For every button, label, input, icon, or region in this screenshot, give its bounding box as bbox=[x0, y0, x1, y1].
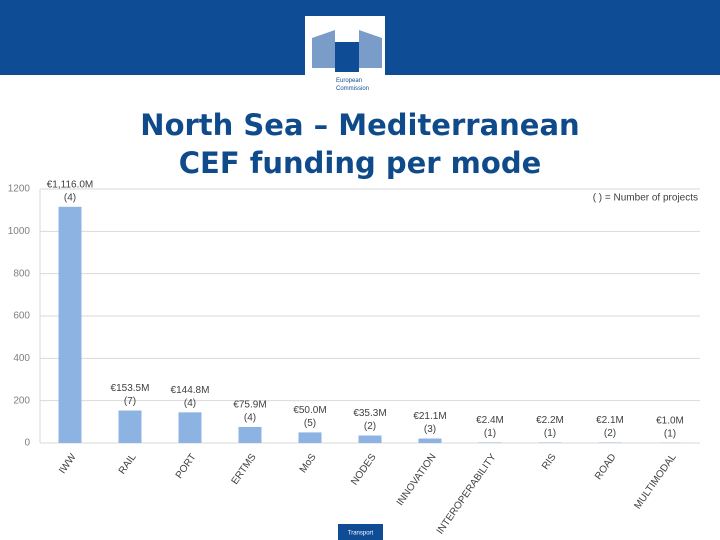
y-tick-label: 1000 bbox=[8, 226, 31, 237]
value-label: €35.3M bbox=[353, 408, 386, 419]
value-label: €144.8M bbox=[171, 385, 210, 396]
bar bbox=[238, 426, 262, 443]
y-tick-label: 0 bbox=[24, 438, 30, 449]
note: ( ) = Number of projects bbox=[593, 193, 698, 204]
logo-text: European bbox=[336, 78, 362, 84]
x-tick-label: INNOVATION bbox=[395, 452, 439, 508]
bar bbox=[118, 410, 142, 443]
value-label: €1.0M bbox=[656, 415, 684, 426]
logo-text: Commission bbox=[336, 86, 369, 92]
x-tick-label: ERTMS bbox=[230, 452, 259, 487]
bar bbox=[58, 206, 82, 443]
y-tick-label: 400 bbox=[13, 353, 30, 364]
project-label: (3) bbox=[424, 424, 436, 435]
bar bbox=[418, 438, 442, 443]
chart-title: North Sea – Mediterranean CEF funding pe… bbox=[140, 108, 580, 180]
x-tick-label: ROAD bbox=[593, 452, 619, 482]
y-tick-label: 800 bbox=[13, 268, 30, 279]
footer-box bbox=[338, 524, 383, 540]
value-label: €2.2M bbox=[536, 415, 564, 426]
y-tick-label: 600 bbox=[13, 311, 30, 322]
value-label: €1,116.0M bbox=[47, 179, 94, 190]
y-tick-label: 1200 bbox=[8, 184, 31, 195]
x-tick-label: INTEROPERABILITY bbox=[435, 452, 499, 537]
y-tick-label: 200 bbox=[13, 395, 30, 406]
x-tick-label: NODES bbox=[349, 452, 379, 488]
project-label: (4) bbox=[64, 192, 76, 203]
x-tick-label: RIS bbox=[540, 452, 559, 472]
bar bbox=[298, 432, 322, 443]
logo-building bbox=[312, 30, 382, 68]
value-label: €2.4M bbox=[476, 415, 504, 426]
project-label: (1) bbox=[664, 428, 676, 439]
bar bbox=[358, 435, 382, 443]
project-label: (2) bbox=[604, 428, 616, 439]
project-label: (4) bbox=[244, 413, 256, 424]
logo-flag bbox=[335, 42, 359, 72]
footer-text: Transport bbox=[348, 531, 374, 537]
x-tick-label: IWW bbox=[57, 451, 79, 476]
x-tick-label: RAIL bbox=[117, 452, 139, 477]
project-label: (5) bbox=[304, 418, 316, 429]
value-label: €21.1M bbox=[413, 411, 446, 422]
project-label: (2) bbox=[364, 421, 376, 432]
project-label: (1) bbox=[484, 428, 496, 439]
value-label: €153.5M bbox=[111, 383, 150, 394]
bar bbox=[478, 442, 502, 443]
project-label: (7) bbox=[124, 396, 136, 407]
x-tick-label: PORT bbox=[174, 452, 199, 481]
value-label: €2.1M bbox=[596, 415, 624, 426]
project-label: (1) bbox=[544, 428, 556, 439]
bar bbox=[178, 412, 202, 443]
value-label: €75.9M bbox=[233, 400, 266, 411]
project-label: (4) bbox=[184, 398, 196, 409]
x-tick-label: MoS bbox=[298, 452, 319, 475]
x-tick-label: MULTIMODAL bbox=[632, 452, 678, 512]
value-label: €50.0M bbox=[293, 405, 326, 416]
